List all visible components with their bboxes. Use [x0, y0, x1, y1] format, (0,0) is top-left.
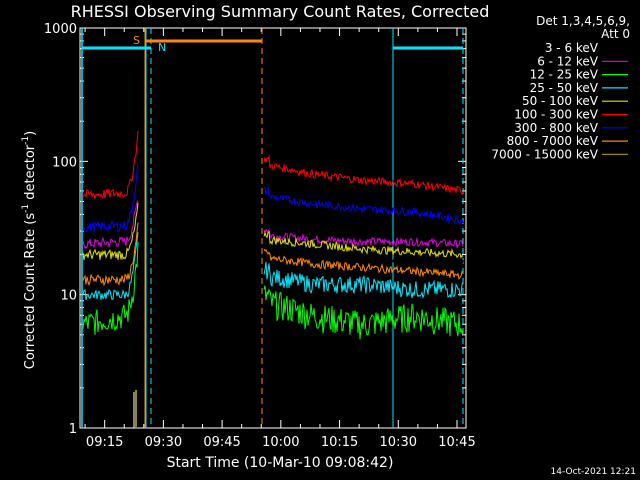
y-tick-labels: 1000 100 10 1: [44, 22, 77, 437]
legend-header-line2: Att 0: [601, 27, 630, 41]
series-line-left: [82, 232, 139, 301]
series-line-left: [82, 202, 139, 261]
y-tick-label: 1000: [44, 22, 77, 37]
legend-label: 7000 - 15000 keV: [491, 147, 598, 161]
legend-label: 12 - 25 keV: [530, 68, 599, 82]
x-tick-label: 10:30: [380, 435, 417, 450]
y-tick-label: 10: [60, 289, 77, 304]
x-tick-label: 09:15: [86, 435, 123, 450]
legend-header-line1: Det 1,3,4,5,6,9,: [536, 14, 630, 28]
series-lines: [82, 130, 464, 340]
x-tick-label: 10:45: [438, 435, 475, 450]
series-line-right: [263, 248, 464, 280]
marker-n-label: N: [158, 41, 166, 54]
series-line-left: [82, 162, 139, 233]
series-line-right: [263, 238, 464, 268]
series-line-left: [82, 200, 139, 250]
series-line-left: [82, 218, 139, 270]
legend-label: 100 - 300 keV: [514, 108, 598, 122]
legend-label: 300 - 800 keV: [514, 121, 598, 135]
series-line-right: [263, 154, 464, 196]
x-tick-label: 10:00: [262, 435, 299, 450]
axis-ticks: [80, 28, 466, 429]
legend-label: 3 - 6 keV: [545, 41, 599, 55]
legend-label: 25 - 50 keV: [530, 81, 599, 95]
series-line-left: [82, 222, 139, 287]
x-tick-label: 09:30: [145, 435, 182, 450]
series-line-left: [82, 130, 139, 201]
y-tick-label: 1: [69, 422, 77, 437]
series-line-right: [263, 186, 464, 226]
event-markers: [81, 28, 464, 428]
series-line-right: [263, 228, 464, 249]
footer-date: 14-Oct-2021 12:21: [551, 467, 636, 477]
legend-label: 6 - 12 keV: [537, 54, 599, 68]
legend-label: 50 - 100 keV: [522, 94, 599, 108]
y-axis-label: Corrected Count Rate (s-1 detector-1): [21, 131, 38, 369]
series-line-right: [263, 230, 464, 259]
x-axis-label: Start Time (10-Mar-10 09:08:42): [167, 455, 394, 471]
series-line-left: [82, 241, 139, 335]
x-tick-labels: 09:15 09:30 09:45 10:00 10:15 10:30 10:45: [86, 435, 476, 450]
plot-frame: [79, 27, 467, 429]
series-line-right: [263, 262, 464, 299]
x-tick-label: 10:15: [321, 435, 358, 450]
marker-s-label: S: [133, 34, 140, 47]
series-line-right: [263, 285, 464, 340]
x-tick-label: 09:45: [203, 435, 240, 450]
legend-label: 800 - 7000 keV: [507, 134, 599, 148]
chart-title: RHESSI Observing Summary Count Rates, Co…: [71, 2, 490, 21]
y-tick-label: 100: [52, 155, 77, 170]
